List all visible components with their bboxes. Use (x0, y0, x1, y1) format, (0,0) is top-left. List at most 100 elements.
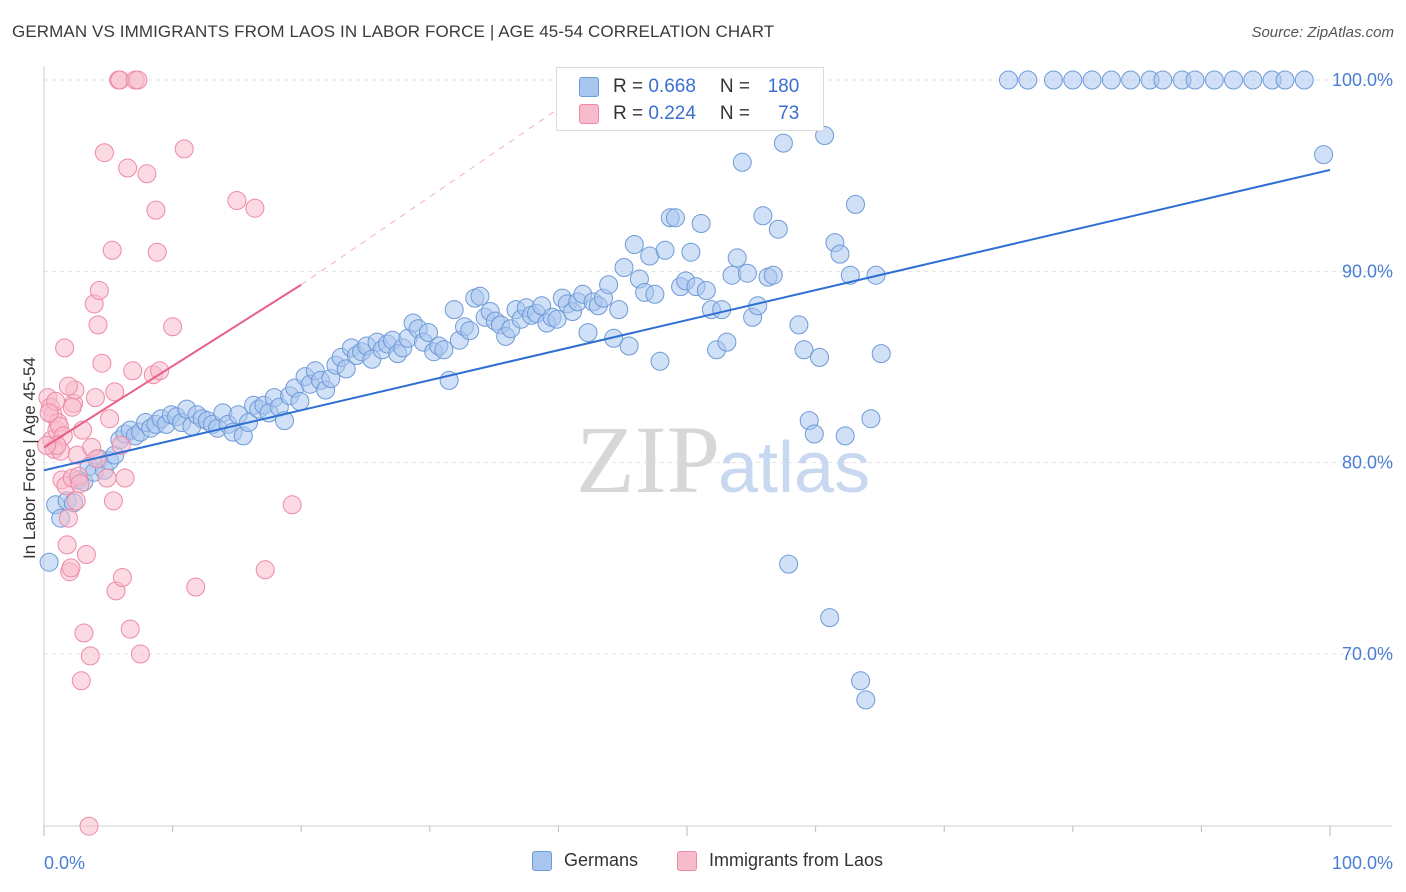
point-german (547, 309, 567, 329)
point-laos (70, 474, 90, 494)
point-german (444, 300, 464, 320)
point-laos (57, 535, 77, 555)
watermark-zip: ZIP (576, 406, 720, 513)
point-laos (79, 816, 99, 836)
point-laos (62, 397, 82, 417)
point-german (727, 248, 747, 268)
legend-row-laos: R = 0.224 N = 73 (579, 101, 799, 127)
point-german (290, 391, 310, 411)
point-german (856, 690, 876, 710)
point-german (1121, 70, 1141, 90)
point-german (624, 235, 644, 254)
watermark: ZIP atlas (576, 406, 870, 513)
point-laos (39, 403, 59, 423)
point-laos (103, 491, 123, 511)
trend-line-laos (43, 283, 302, 449)
point-laos (282, 495, 302, 515)
trend-line-germans (43, 168, 1331, 472)
point-german (665, 208, 685, 228)
x-tick-label: 100.0% (1332, 853, 1393, 873)
point-laos (128, 70, 148, 90)
point-german (1101, 70, 1121, 90)
legend-n-value: 73 (778, 103, 800, 124)
point-german (789, 315, 809, 335)
point-german (1063, 70, 1083, 90)
point-laos (227, 191, 247, 210)
point-german (846, 194, 865, 214)
legend-row-germans: R = 0.668 N = 180 (579, 74, 799, 100)
point-laos (130, 644, 150, 664)
legend-n-label: N = (719, 103, 756, 124)
legend-r-label: R = (613, 76, 649, 97)
point-laos (88, 315, 108, 335)
point-laos (55, 338, 75, 358)
point-laos (74, 623, 94, 643)
chart-title: GERMAN VS IMMIGRANTS FROM LAOS IN LABOR … (12, 22, 775, 41)
point-german (830, 244, 850, 264)
point-german (470, 286, 490, 306)
point-german (871, 344, 891, 364)
point-german (419, 323, 438, 343)
point-laos (105, 382, 125, 402)
trend-lines (43, 108, 1331, 472)
point-german (696, 281, 716, 300)
point-german (1294, 70, 1314, 90)
point-laos (163, 317, 183, 337)
point-german (1153, 70, 1173, 90)
point-german (763, 265, 783, 285)
point-german (650, 351, 670, 371)
point-german (645, 284, 665, 304)
legend-label-laos: Immigrants from Laos (709, 850, 884, 870)
series-laos (37, 70, 302, 836)
legend-r-value: 0.668 (648, 76, 696, 97)
tick-labels: 70.0% 80.0% 90.0% 100.0% 0.0% 100.0% (44, 70, 1393, 873)
point-laos (100, 409, 120, 429)
point-german (655, 240, 675, 260)
source-label: Source: ZipAtlas.com (1251, 24, 1394, 41)
legend-n-value: 180 (767, 76, 800, 97)
point-german (1082, 70, 1102, 90)
point-laos (94, 143, 114, 163)
point-german (1185, 70, 1205, 90)
point-laos (255, 560, 275, 580)
point-german (1018, 70, 1038, 90)
legend-r-value: 0.224 (648, 103, 696, 124)
legend-swatch-laos (677, 850, 697, 871)
point-german (336, 359, 356, 379)
point-german (599, 275, 619, 295)
point-german (39, 552, 59, 572)
point-laos (111, 435, 131, 455)
point-laos (97, 468, 117, 488)
point-german (737, 263, 757, 283)
legend-item-germans: Germans (532, 850, 638, 871)
point-german (794, 340, 814, 360)
grid-lines (44, 79, 1392, 655)
point-german (835, 426, 855, 446)
y-tick-label: 80.0% (1342, 453, 1393, 473)
point-german (619, 336, 639, 356)
point-german (1314, 145, 1334, 165)
point-laos (245, 198, 265, 218)
point-laos (120, 619, 140, 639)
point-laos (58, 508, 78, 528)
point-german (810, 347, 829, 367)
point-laos (137, 164, 157, 184)
point-german (815, 126, 835, 145)
point-laos (115, 468, 135, 488)
point-laos (58, 376, 78, 396)
point-german (1044, 70, 1063, 90)
point-german (804, 424, 824, 444)
point-german (773, 133, 793, 153)
point-german (460, 321, 480, 341)
point-laos (102, 240, 122, 260)
point-german (681, 242, 701, 262)
legend-label-germans: Germans (564, 850, 639, 870)
point-laos (89, 281, 109, 300)
point-laos (186, 577, 206, 597)
x-tick-label: 0.0% (44, 853, 85, 873)
point-laos (85, 388, 105, 408)
point-laos (66, 491, 86, 511)
point-german (604, 328, 624, 348)
legend-r-label: R = (613, 103, 649, 124)
